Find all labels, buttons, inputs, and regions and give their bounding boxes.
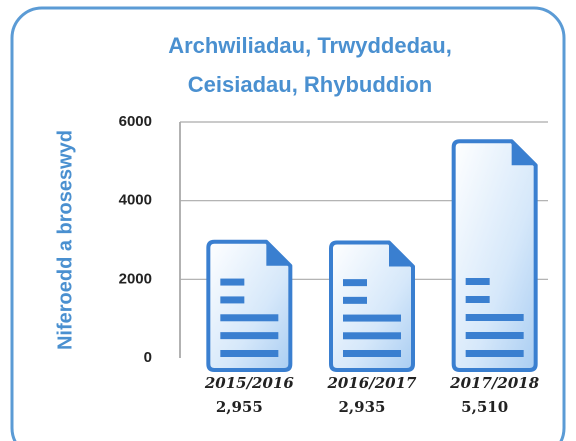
text-line [343, 350, 401, 357]
text-line [343, 332, 401, 340]
page-fold [511, 141, 536, 166]
y-axis-label: Niferoedd a broseswyd [54, 130, 76, 350]
text-line [343, 279, 367, 287]
x-tick-label: 2017/2018 [449, 374, 540, 392]
text-line [220, 278, 245, 286]
text-line [465, 296, 490, 303]
y-tick-label: 0 [144, 349, 152, 366]
text-line [465, 332, 524, 339]
x-tick-label: 2015/2016 [204, 374, 295, 392]
text-line [343, 296, 367, 304]
frame [10, 6, 566, 441]
x-tick-label: 2016/2017 [327, 374, 418, 392]
text-line [220, 314, 279, 322]
y-tick-label: 2000 [119, 270, 152, 287]
text-line [465, 314, 524, 321]
text-line [220, 296, 245, 304]
text-line [220, 350, 279, 357]
bar [451, 139, 538, 372]
value-label: 2,955 [216, 398, 263, 416]
chart-title: Ceisiadau, Rhybuddion [188, 72, 432, 97]
text-line [465, 278, 490, 285]
y-tick-label: 4000 [119, 192, 152, 209]
text-line [343, 314, 401, 322]
value-label: 2,935 [339, 398, 386, 416]
y-tick-label: 6000 [119, 113, 152, 130]
page-fold [389, 242, 413, 267]
page-fold [266, 241, 291, 266]
value-label: 5,510 [461, 398, 508, 416]
text-line [220, 332, 279, 340]
chart-title: Archwiliadau, Trwyddedau, [168, 33, 452, 58]
text-line [465, 350, 524, 357]
